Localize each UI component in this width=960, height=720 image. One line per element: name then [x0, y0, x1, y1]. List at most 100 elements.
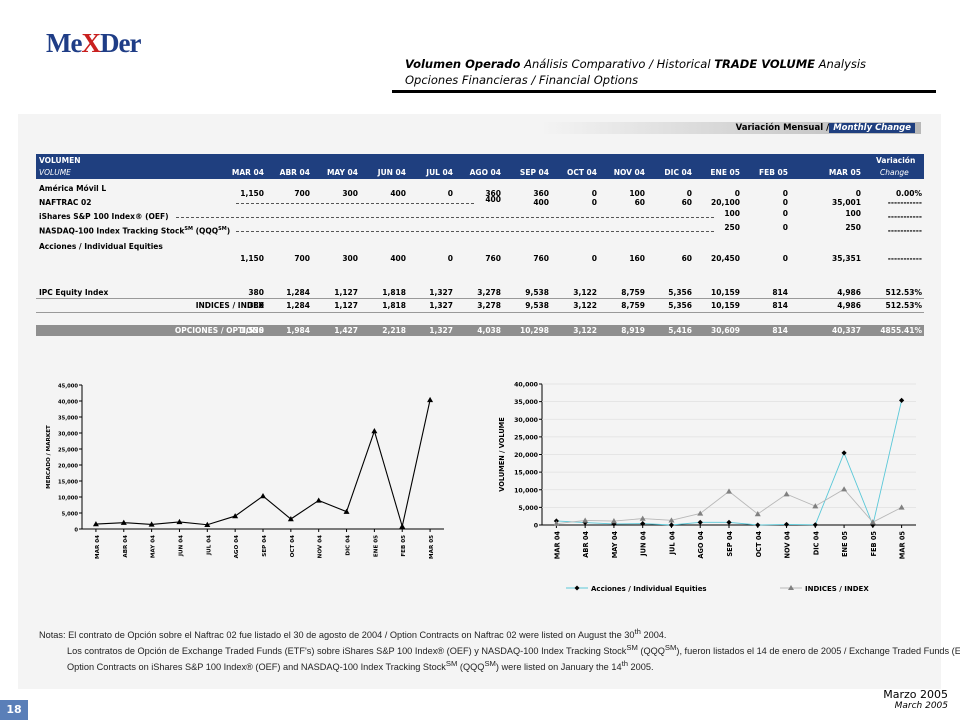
- table-cell: 9,538: [525, 301, 549, 310]
- month-header: MAR 04: [231, 168, 264, 177]
- table-cell: 1,127: [334, 288, 358, 297]
- table-cell: 3,122: [573, 288, 597, 297]
- table-cell: 100: [845, 209, 861, 218]
- month-header: FEB 05: [758, 168, 788, 177]
- empty-dash: [236, 231, 714, 232]
- table-cell: 0: [686, 189, 692, 198]
- table-cell: 1,327: [429, 288, 453, 297]
- y-tick-label: 15,000: [514, 470, 539, 477]
- table-cell: 1,818: [382, 301, 406, 310]
- y-tick-label: 5,000: [518, 505, 538, 512]
- change-cell: 512.53%: [885, 301, 922, 310]
- x-tick-label: ABR 04: [582, 531, 590, 558]
- table-cell: 9,538: [525, 288, 549, 297]
- data-point: [610, 518, 617, 524]
- y-tick-label: 0: [534, 523, 539, 530]
- table-cell: 814: [772, 288, 788, 297]
- data-point: [783, 521, 790, 528]
- data-point: [726, 519, 732, 525]
- x-tick-label: MAR 04: [95, 535, 101, 559]
- data-point: [148, 521, 155, 527]
- table-cell: 0: [782, 198, 788, 207]
- table-cell: 2,218: [382, 326, 406, 335]
- table-cell: 10,159: [711, 288, 740, 297]
- row-label: NASDAQ-100 Index Tracking StockSM (QQQSM…: [39, 226, 231, 236]
- table-cell: 0: [591, 189, 597, 198]
- table-cell: 1,327: [429, 326, 453, 335]
- month-header: ENE 05: [710, 168, 740, 177]
- row-label: NAFTRAC 02: [39, 198, 92, 207]
- table-cell: 1,284: [286, 288, 310, 297]
- row-separator: [36, 312, 924, 313]
- y-tick-label: 35,000: [514, 399, 539, 406]
- data-point: [697, 519, 703, 525]
- table-cell: 60: [634, 198, 645, 207]
- change-cell: -----------: [887, 198, 922, 207]
- table-cell: 10,298: [520, 326, 549, 335]
- y-tick-label: 0: [74, 528, 78, 534]
- month-header: JUN 04: [377, 168, 406, 177]
- report-date: Marzo 2005 March 2005: [883, 688, 948, 711]
- data-point: [315, 497, 322, 503]
- table-cell: 3,122: [573, 301, 597, 310]
- month-header: JUL 04: [426, 168, 453, 177]
- table-cell: 10,159: [711, 301, 740, 310]
- y-tick-label: 30,000: [58, 432, 78, 438]
- header-volume: VOLUME: [39, 168, 71, 177]
- x-tick-label: DIC 04: [812, 531, 820, 556]
- table-cell: 380: [248, 288, 264, 297]
- empty-dash: [176, 217, 714, 218]
- month-header: MAR 05: [828, 168, 861, 177]
- table-cell: 300: [342, 254, 358, 263]
- legend-item-equities: Acciones / Individual Equities: [566, 585, 707, 593]
- data-point: [176, 518, 183, 525]
- data-point: [812, 522, 818, 528]
- x-tick-label: JUN 04: [640, 531, 648, 557]
- table-cell: 5,356: [668, 301, 692, 310]
- x-tick-label: MAR 04: [553, 531, 561, 560]
- table-cell: 1,284: [286, 301, 310, 310]
- x-tick-label: DIC 04: [346, 535, 352, 556]
- table-header: VOLUMEN VOLUME Variación Change MAR 04 AB…: [36, 154, 924, 179]
- y-tick-label: 40,000: [514, 382, 539, 389]
- table-cell: 0: [782, 254, 788, 263]
- table-cell: 1,427: [334, 326, 358, 335]
- table-cell: 1,150: [240, 189, 264, 198]
- table-cell: 1,984: [286, 326, 310, 335]
- table-cell: 100: [629, 189, 645, 198]
- y-tick-label: 20,000: [514, 452, 539, 459]
- data-point: [899, 397, 905, 403]
- table-cell: 360: [533, 189, 549, 198]
- volume-table: VOLUMEN VOLUME Variación Change MAR 04 AB…: [36, 154, 924, 340]
- x-tick-label: NOV 04: [784, 531, 792, 559]
- table-cell: 0: [734, 189, 740, 198]
- legend-label: Acciones / Individual Equities: [591, 585, 707, 593]
- y-tick-label: 15,000: [58, 480, 78, 486]
- x-tick-label: SEP 04: [726, 531, 734, 557]
- equities-label: Acciones / Individual Equities: [39, 242, 163, 251]
- data-point: [841, 486, 848, 492]
- month-header: OCT 04: [566, 168, 597, 177]
- table-cell: 700: [294, 254, 310, 263]
- x-tick-label: JUL 04: [668, 531, 676, 556]
- table-cell: 160: [629, 254, 645, 263]
- table-cell: 40,337: [832, 326, 861, 335]
- mexder-logo: MeXDer: [46, 28, 141, 58]
- table-cell: 100: [724, 209, 740, 218]
- table-cell: 3,278: [477, 288, 501, 297]
- x-tick-label: ENE 05: [373, 535, 379, 557]
- y-tick-label: 25,000: [58, 448, 78, 454]
- table-cell: 4,986: [837, 288, 861, 297]
- month-header: MAY 04: [326, 168, 358, 177]
- table-cell: 250: [845, 223, 861, 232]
- table-cell: 1,150: [240, 254, 264, 263]
- change-cell: -----------: [887, 226, 922, 235]
- table-cell: 0: [447, 254, 453, 263]
- header-variacion: Variación: [876, 156, 916, 165]
- table-cell: 400: [533, 198, 549, 207]
- table-cell: 35,001: [832, 198, 861, 207]
- month-header: NOV 04: [613, 168, 645, 177]
- table-cell: 400: [485, 195, 501, 204]
- options-total-row: OPCIONES / OPTIONS 1,530 1,984 1,427 2,218 1,…: [36, 325, 924, 336]
- data-point: [582, 517, 589, 523]
